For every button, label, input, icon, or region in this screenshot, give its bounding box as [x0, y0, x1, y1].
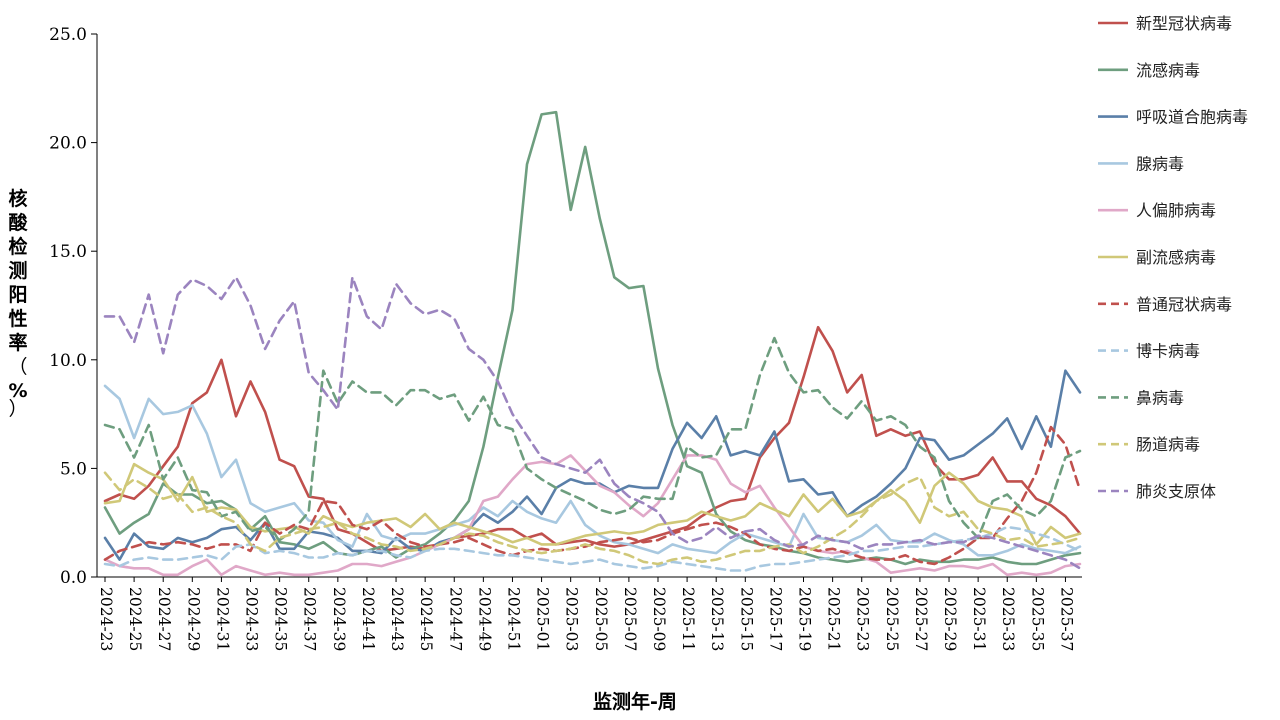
x-axis: 2024-23 2024-25 2024-27 2024-29 2024-31 2024-… [97, 576, 1082, 651]
legend-label: 呼吸道合胞病毒 [1136, 108, 1248, 127]
x-tick-label: 2025-29 [941, 587, 959, 651]
y-axis: 0.0 5.0 10.0 15.0 20.0 25.0 [49, 25, 98, 588]
x-tick-label: 2025-27 [912, 587, 930, 651]
x-tick-label: 2025-23 [854, 587, 872, 651]
x-tick-label: 2025-13 [708, 587, 726, 651]
legend-label: 新型冠状病毒 [1136, 14, 1232, 33]
series-line-2 [103, 110, 1082, 566]
x-tick-label: 2024-29 [184, 587, 202, 651]
y-tick-label: 5.0 [60, 459, 87, 479]
legend: 新型冠状病毒流感病毒呼吸道合胞病毒腺病毒人偏肺病毒副流感病毒普通冠状病毒博卡病毒… [1098, 14, 1248, 501]
x-tick-label: 2024-23 [97, 587, 115, 651]
x-tick-label: 2025-05 [592, 587, 610, 651]
series-line-11 [103, 275, 1082, 570]
x-tick-label: 2024-51 [504, 587, 522, 651]
x-tick-label: 2024-27 [155, 587, 173, 651]
y-tick-label: 20.0 [49, 134, 87, 154]
x-tick-label: 2025-25 [883, 587, 901, 651]
legend-label: 博卡病毒 [1136, 342, 1200, 361]
x-tick-label: 2025-15 [737, 587, 755, 651]
x-tick-label: 2024-45 [417, 587, 435, 651]
x-tick-label: 2024-37 [301, 587, 319, 651]
y-tick-label: 0.0 [60, 568, 87, 588]
legend-label: 肺炎支原体 [1136, 482, 1216, 501]
x-tick-label: 2025-03 [563, 587, 581, 651]
x-axis-title: 监测年-周 [593, 690, 677, 713]
legend-label: 腺病毒 [1136, 154, 1184, 173]
series-line-6 [103, 462, 1082, 546]
x-tick-label: 2024-43 [388, 587, 406, 651]
series-line-8 [103, 525, 1082, 572]
series-line-10 [103, 471, 1082, 566]
legend-label: 副流感病毒 [1136, 248, 1216, 267]
x-tick-label: 2025-09 [650, 587, 668, 651]
series-line-3 [103, 369, 1082, 561]
series-line-9 [103, 336, 1082, 542]
y-tick-label: 25.0 [49, 25, 87, 45]
x-tick-label: 2025-01 [534, 587, 552, 651]
x-tick-label: 2025-37 [1057, 587, 1075, 651]
legend-label: 肠道病毒 [1136, 435, 1200, 454]
x-tick-label: 2024-49 [475, 587, 493, 651]
legend-label: 流感病毒 [1136, 61, 1200, 80]
x-tick-label: 2025-07 [621, 587, 639, 651]
y-tick-label: 10.0 [49, 351, 87, 371]
x-tick-label: 2024-33 [243, 587, 261, 651]
x-tick-label: 2024-31 [213, 587, 231, 651]
x-tick-label: 2024-41 [359, 587, 377, 651]
series-line-4 [103, 384, 1082, 557]
x-tick-label: 2025-31 [970, 587, 988, 651]
x-tick-label: 2025-21 [825, 587, 843, 651]
x-tick-label: 2025-11 [679, 587, 697, 651]
x-tick-label: 2025-17 [766, 587, 784, 651]
x-tick-label: 2025-33 [999, 587, 1017, 651]
y-axis-title: 核酸检测阳性率（%） [8, 187, 28, 420]
x-tick-label: 2024-35 [272, 587, 290, 651]
x-tick-label: 2025-35 [1028, 587, 1046, 651]
legend-label: 普通冠状病毒 [1136, 295, 1232, 314]
x-tick-label: 2024-47 [446, 587, 464, 651]
legend-label: 鼻病毒 [1136, 388, 1184, 407]
series-line-1 [103, 325, 1082, 553]
y-tick-label: 15.0 [49, 242, 87, 262]
x-tick-label: 2024-39 [330, 587, 348, 651]
legend-label: 人偏肺病毒 [1136, 201, 1216, 220]
x-tick-label: 2025-19 [796, 587, 814, 651]
x-tick-label: 2024-25 [126, 587, 144, 651]
series-line-5 [103, 454, 1082, 577]
series-line-7 [103, 425, 1082, 566]
series-lines [103, 110, 1082, 577]
